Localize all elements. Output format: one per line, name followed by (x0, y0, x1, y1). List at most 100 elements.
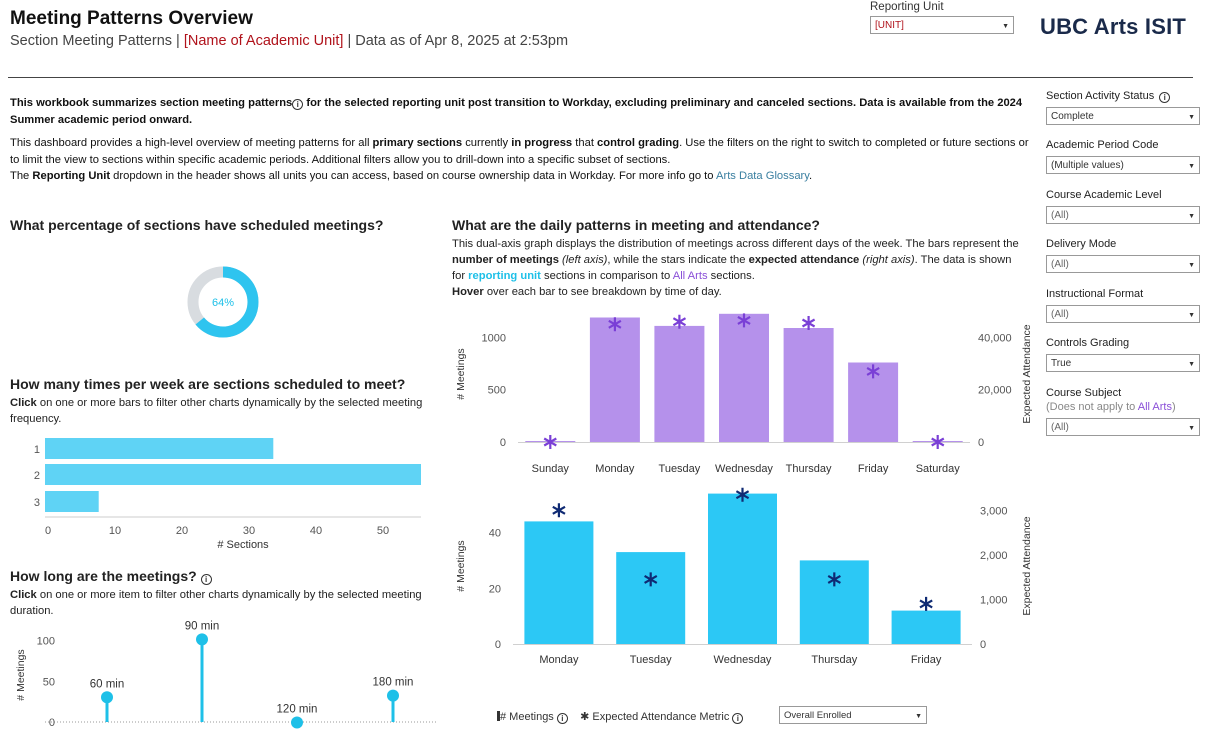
filter-dropdown-controls-grading[interactable]: True ▼ (1046, 354, 1200, 372)
frequency-title: How many times per week are sections sch… (10, 376, 406, 392)
duration-point[interactable] (101, 691, 113, 704)
legend-meetings-label: # Meetings (500, 711, 554, 723)
intro-p2-text: currently (462, 137, 512, 149)
filter-label: Controls Grading (1046, 337, 1130, 349)
duration-data-label: 60 min (90, 678, 125, 690)
scheduled-donut-chart[interactable]: 64% (180, 260, 270, 350)
daily-reporting-unit-chart[interactable]: 0 20 40 0 1,000 2,000 3,000 # Meetings Expected … (450, 482, 1045, 670)
daily-left-tick-label: 500 (488, 385, 506, 397)
daily-meetings-bar[interactable] (783, 328, 834, 442)
filter-label: Instructional Format (1046, 288, 1144, 300)
intro-p3-text: The (10, 170, 33, 182)
filter-dropdown-instructional-format[interactable]: (All) ▼ (1046, 305, 1200, 323)
daily-meetings-bar[interactable] (719, 313, 769, 442)
daily-all-arts-chart[interactable]: 0 500 1000 0 20,000 40,000 # Meetings Expected … (450, 300, 1045, 482)
filter-value: (Multiple values) (1051, 160, 1124, 171)
daily-attendance-star[interactable] (827, 572, 841, 587)
daily-attendance-star[interactable] (644, 572, 658, 587)
intro-p3-bold: Reporting Unit (32, 170, 111, 182)
daily-title: What are the daily patterns in meeting a… (452, 217, 820, 233)
daily-attendance-star[interactable] (866, 364, 880, 379)
filter-dropdown-course-subject[interactable]: (All) ▼ (1046, 418, 1200, 436)
daily-day-label: Tuesday (630, 654, 672, 666)
intro-p2-text: This dashboard provides a high-level ove… (10, 137, 373, 149)
intro-paragraph-3: The Reporting Unit dropdown in the heade… (10, 168, 1035, 185)
duration-data-label: 180 min (373, 677, 414, 689)
daily-desc-text: This dual-axis graph displays the distri… (452, 238, 1019, 250)
daily-day-label: Thursday (786, 463, 832, 475)
daily-day-label: Tuesday (659, 463, 701, 475)
info-icon[interactable]: i (200, 574, 212, 585)
daily-attendance-star[interactable] (608, 317, 622, 332)
info-icon[interactable]: i (732, 713, 744, 724)
daily-day-label: Monday (595, 463, 635, 475)
daily-meetings-bar[interactable] (589, 317, 640, 443)
daily-meetings-bar[interactable] (708, 493, 777, 644)
daily-meetings-bar[interactable] (654, 325, 705, 442)
duration-subtitle: Click on one or more item to filter othe… (10, 588, 430, 619)
frequency-sub-bold: Click (10, 397, 37, 409)
daily-meetings-bar[interactable] (891, 610, 961, 644)
daily-left-axis-title: # Meetings (455, 348, 467, 399)
frequency-sub-text: on one or more bars to filter other char… (10, 397, 423, 425)
daily-meetings-bar[interactable] (616, 552, 686, 644)
intro-p2-bold: in progress (511, 137, 573, 149)
intro-text: This workbook summarizes section meeting… (10, 95, 1035, 185)
duration-tick-label: 50 (43, 676, 55, 688)
duration-lollipop-chart[interactable]: 0 50 100 # Meetings 60 min 90 min 120 min 180 m… (0, 620, 445, 732)
daily-attendance-star[interactable] (737, 313, 751, 328)
reporting-unit-highlight: reporting unit (468, 270, 541, 282)
daily-attendance-star[interactable] (735, 487, 750, 502)
frequency-tick-label: 40 (310, 525, 322, 537)
filter-value: (All) (1051, 259, 1069, 270)
daily-desc-text: . The data is shown for (452, 254, 1012, 282)
legend-attendance-label: Expected Attendance Metric (592, 711, 730, 723)
filter-label: Course Subject (1046, 387, 1122, 399)
star-legend-icon: ✱ (580, 711, 590, 723)
daily-day-label: Wednesday (714, 654, 772, 666)
arts-data-glossary-link[interactable]: Arts Data Glossary (716, 170, 810, 182)
intro-p2-text: that (572, 137, 598, 149)
note-all-arts: All Arts (1137, 401, 1172, 413)
chevron-down-icon: ▼ (1188, 312, 1195, 319)
duration-sub-bold: Click (10, 589, 37, 601)
filter-value: Complete (1051, 111, 1094, 122)
header-divider (8, 77, 1193, 78)
attendance-metric-dropdown[interactable]: Overall Enrolled ▼ (779, 706, 927, 724)
donut-scheduled-slice[interactable] (187, 266, 259, 338)
info-icon[interactable]: i (292, 99, 304, 110)
daily-day-label: Saturday (916, 463, 961, 475)
info-icon[interactable]: i (556, 713, 568, 724)
chart-legend: # Meetings i ✱ Expected Attendance Metri… (497, 710, 744, 724)
donut-label: 64% (212, 297, 234, 309)
duration-sub-text: on one or more item to filter other char… (10, 589, 422, 617)
filter-dropdown-delivery-mode[interactable]: (All) ▼ (1046, 255, 1200, 273)
daily-attendance-star[interactable] (931, 435, 945, 449)
filter-label: Section Activity Status i (1046, 90, 1171, 103)
daily-attendance-star[interactable] (552, 503, 566, 518)
daily-attendance-star[interactable] (672, 314, 687, 329)
page-title: Meeting Patterns Overview (10, 8, 253, 29)
duration-point[interactable] (291, 716, 303, 729)
frequency-bar[interactable] (45, 438, 274, 459)
course-subject-note: (Does not apply to All Arts) (1046, 401, 1176, 413)
duration-point[interactable] (387, 689, 399, 702)
frequency-bar[interactable] (45, 491, 99, 512)
frequency-category-label: 2 (34, 470, 40, 482)
daily-meetings-bar[interactable] (524, 521, 594, 644)
daily-day-label: Sunday (532, 463, 570, 475)
duration-point[interactable] (196, 633, 208, 646)
info-icon[interactable]: i (1159, 92, 1171, 103)
daily-day-label: Monday (539, 654, 579, 666)
frequency-bar[interactable] (45, 464, 421, 485)
daily-attendance-star[interactable] (801, 316, 816, 330)
filter-label: Academic Period Code (1046, 139, 1159, 151)
daily-right-tick-label: 1,000 (980, 594, 1008, 606)
filter-dropdown-academic-period-code[interactable]: (Multiple values) ▼ (1046, 156, 1200, 174)
reporting-unit-dropdown[interactable]: [UNIT] ▼ (870, 16, 1014, 34)
daily-attendance-star[interactable] (543, 435, 557, 449)
daily-attendance-star[interactable] (919, 596, 933, 611)
filter-dropdown-course-academic-level[interactable]: (All) ▼ (1046, 206, 1200, 224)
filter-dropdown-section-activity-status[interactable]: Complete ▼ (1046, 107, 1200, 125)
